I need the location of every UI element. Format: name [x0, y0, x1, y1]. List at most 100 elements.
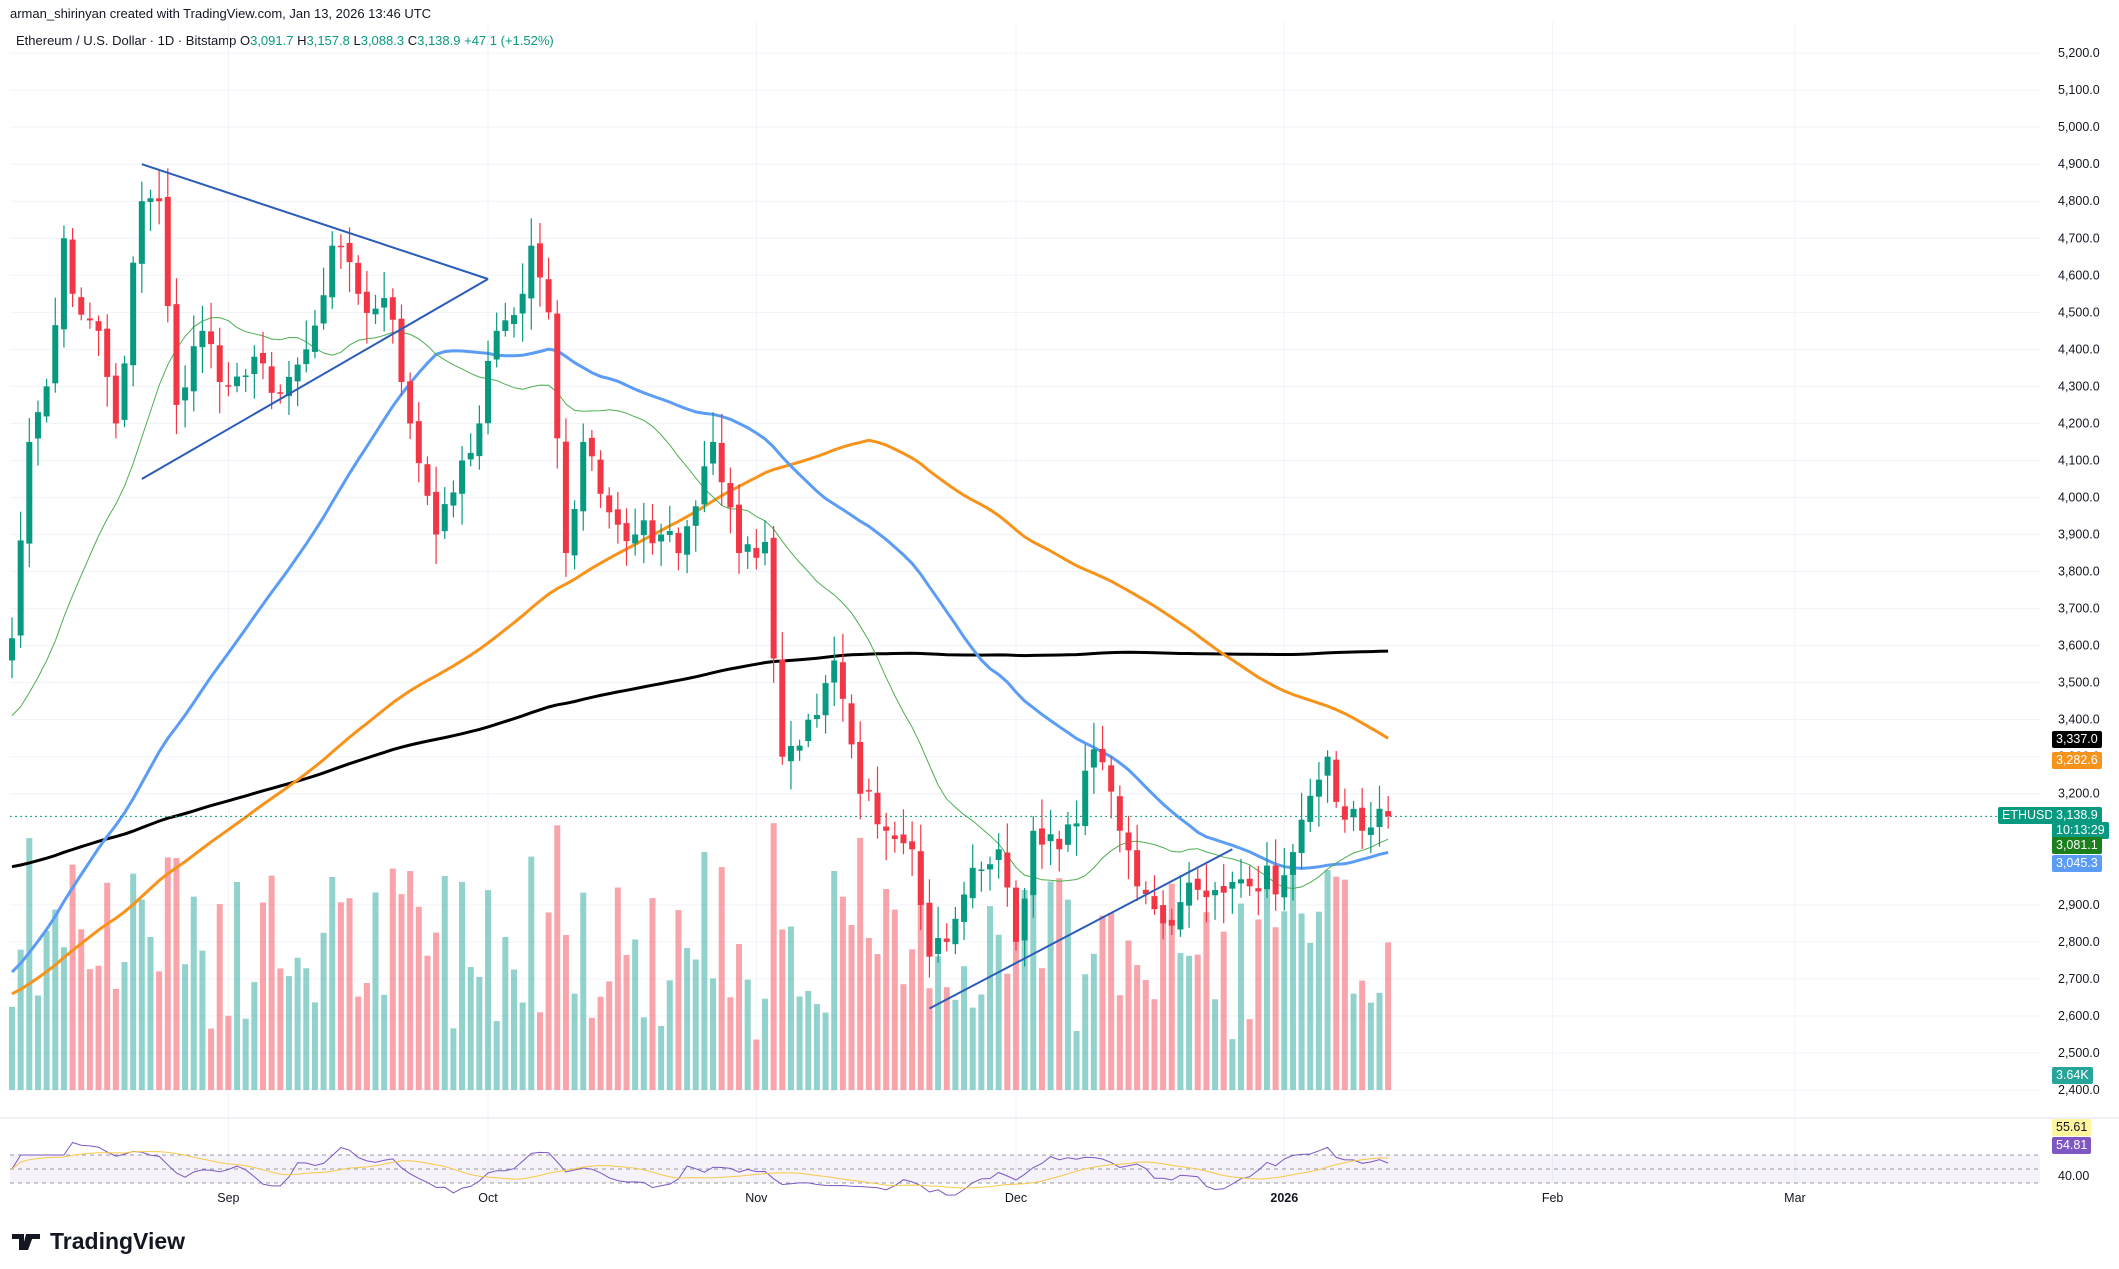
candle-body: [355, 262, 362, 294]
volume-bar: [1186, 955, 1193, 1090]
volume-bar: [1021, 889, 1028, 1090]
candle-body: [666, 530, 673, 535]
candle-body: [580, 441, 587, 512]
candle-body: [173, 304, 180, 405]
triangle-lower-line: [141, 278, 489, 480]
price-tick-label: 2,700.0: [2058, 972, 2100, 986]
volume-bar: [69, 864, 76, 1090]
candle-body: [1212, 890, 1219, 896]
candle-body: [346, 242, 353, 263]
volume-bar: [874, 954, 881, 1090]
candle-body: [277, 392, 284, 394]
candle-body: [865, 790, 872, 792]
volume-bar: [510, 969, 517, 1090]
price-tick-label: 3,700.0: [2058, 602, 2100, 616]
volume-bar: [320, 932, 327, 1090]
candle-body: [1246, 878, 1253, 887]
volume-bar: [727, 997, 734, 1090]
candle-body: [1298, 819, 1305, 854]
candle-body: [1367, 827, 1374, 835]
time-axis: Sep Oct Nov Dec 2026 Feb Mar: [217, 1191, 1805, 1205]
volume-bar: [86, 969, 93, 1090]
candle-body: [891, 835, 898, 840]
volume-bar: [900, 984, 907, 1090]
volume-bar: [242, 1018, 249, 1090]
price-tick-label: 2,800.0: [2058, 935, 2100, 949]
candle-body: [926, 902, 933, 957]
volume-bar: [1142, 980, 1149, 1090]
volume-bar: [95, 965, 102, 1090]
price-tick-label: 4,000.0: [2058, 490, 2100, 504]
time-tick-label: Oct: [478, 1191, 498, 1205]
tradingview-logo[interactable]: TradingView: [12, 1228, 185, 1255]
volume-bar: [969, 1007, 976, 1090]
volume-bar: [363, 982, 370, 1090]
price-tick-label: 2,500.0: [2058, 1046, 2100, 1060]
volume-bar: [1047, 881, 1054, 1090]
volume-bar: [571, 993, 578, 1090]
candle-body: [337, 245, 344, 248]
volume-bar: [1038, 968, 1045, 1090]
volume-bar: [961, 966, 968, 1090]
price-tick-label: 5,100.0: [2058, 83, 2100, 97]
volume-bar: [1341, 879, 1348, 1090]
price-tick-label: 4,300.0: [2058, 379, 2100, 393]
volume-bar: [1220, 931, 1227, 1090]
volume-bar: [1073, 1030, 1080, 1090]
candle-body: [900, 834, 907, 844]
volume-bar: [259, 902, 266, 1090]
price-tick-label: 2,900.0: [2058, 898, 2100, 912]
candle-body: [389, 297, 396, 320]
candle-body: [1047, 834, 1054, 842]
volume-bar: [1281, 911, 1288, 1090]
price-tick-label: 3,200.0: [2058, 787, 2100, 801]
candle-body: [441, 504, 448, 532]
volume-bar: [450, 1028, 457, 1090]
candle-body: [9, 638, 15, 661]
volume-bar: [675, 910, 682, 1090]
candle-body: [787, 746, 794, 762]
candle-body: [943, 938, 950, 942]
ma20-tag: 3,081.1: [2052, 837, 2102, 854]
candle-body: [588, 437, 595, 457]
volume-bar: [597, 996, 604, 1090]
candle-body: [1220, 886, 1227, 893]
volume-bar: [917, 857, 924, 1090]
volume-bar: [415, 906, 422, 1090]
candle-body: [398, 318, 405, 382]
volume-bar: [753, 1039, 760, 1090]
rsi-ma-tag: 55.61: [2052, 1119, 2092, 1136]
candle-body: [1315, 779, 1322, 797]
candle-body: [718, 442, 725, 483]
volume-bar: [822, 1012, 829, 1090]
chart-grid: [10, 22, 2040, 1180]
volume-bar: [26, 838, 33, 1090]
price-tick-label: 4,800.0: [2058, 194, 2100, 208]
volume-bar: [182, 964, 189, 1090]
volume-bar: [9, 1006, 15, 1090]
candle-body: [112, 375, 119, 424]
volume-bar: [701, 851, 708, 1090]
candle-body: [632, 534, 639, 544]
candle-body: [562, 441, 569, 554]
volume-bar: [1263, 884, 1270, 1090]
volume-bar: [372, 892, 379, 1090]
volume-bar: [684, 948, 691, 1090]
ma-200-line: [11, 649, 1389, 869]
volume-bar: [459, 881, 466, 1090]
candle-body: [519, 293, 526, 314]
candle-body: [225, 385, 232, 387]
volume-bar: [528, 856, 535, 1090]
candle-body: [311, 325, 318, 352]
candle-body: [1168, 919, 1175, 926]
volume-bar: [1194, 954, 1201, 1090]
volume-bar: [424, 955, 431, 1090]
candle-body: [1333, 759, 1340, 802]
candle-body: [1030, 830, 1037, 896]
volume-bar: [640, 1017, 647, 1090]
countdown-tag: 10:13:29: [2052, 822, 2109, 839]
candle-body: [433, 491, 440, 535]
time-tick-label: Nov: [745, 1191, 768, 1205]
volume-bar: [623, 955, 630, 1090]
